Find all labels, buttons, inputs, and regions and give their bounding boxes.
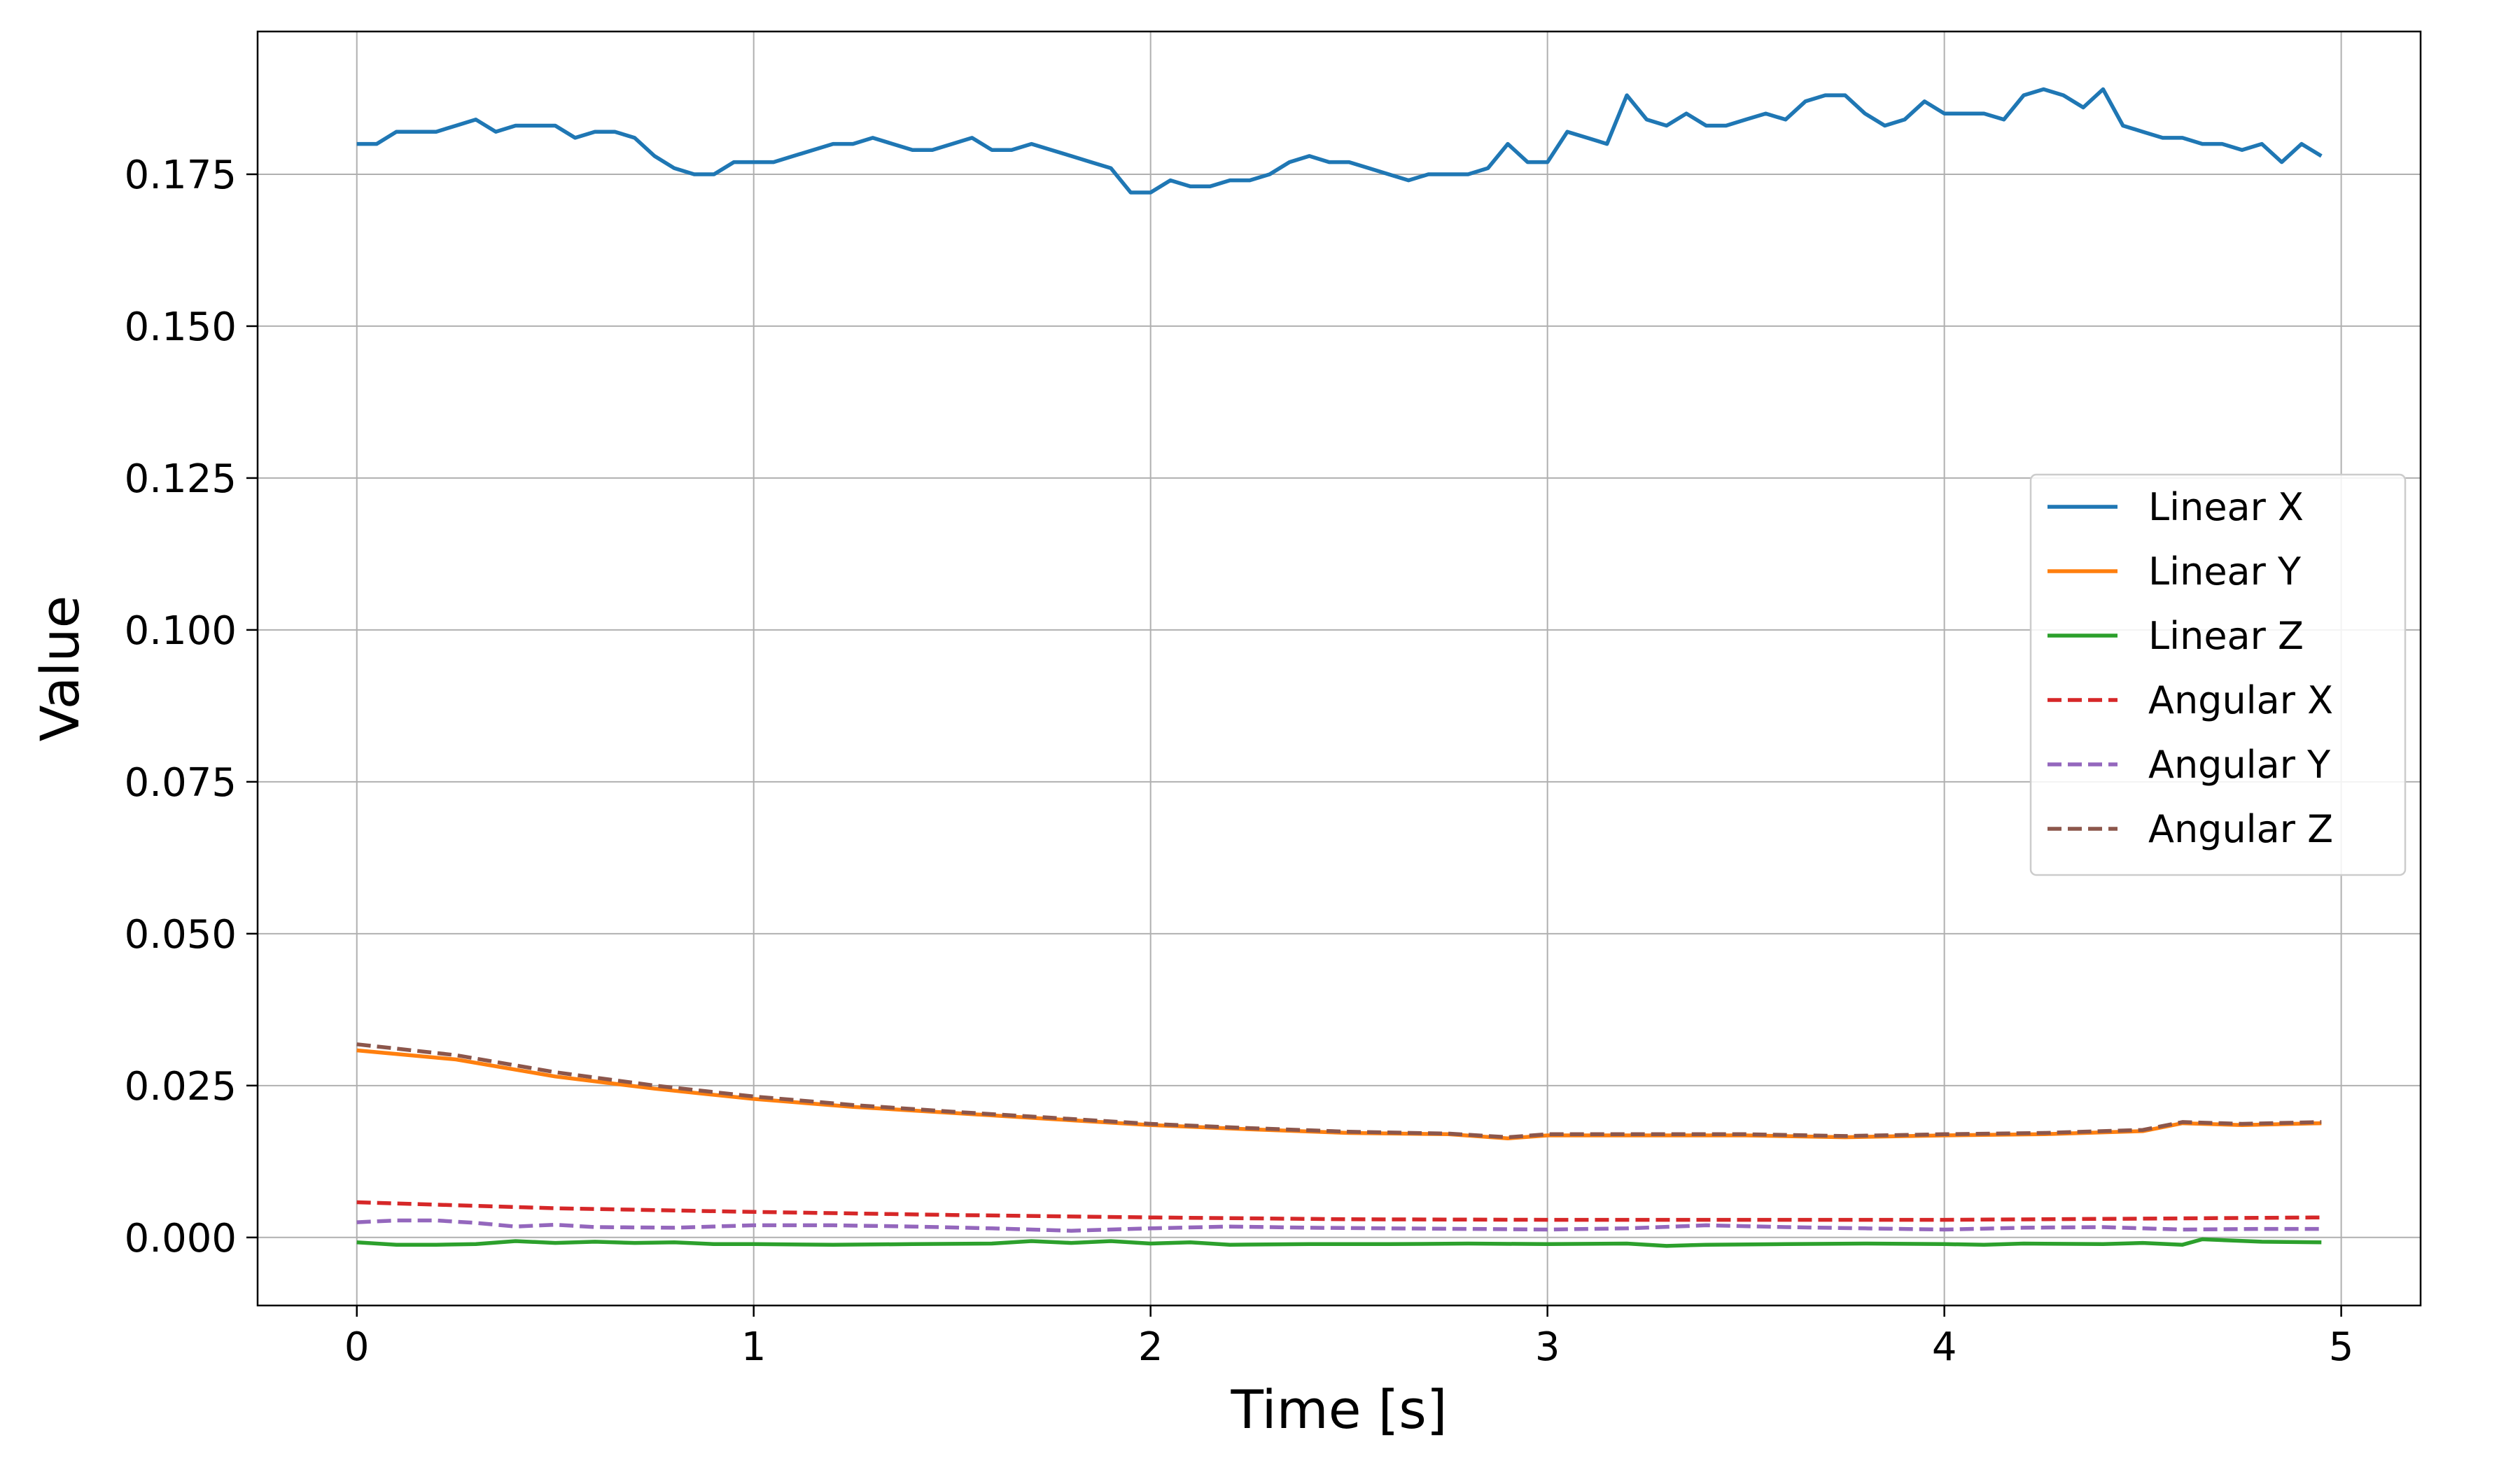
series-line-linear-z	[356, 1237, 2322, 1248]
x-tick-label: 3	[1535, 1324, 1560, 1370]
series-line-angular-z	[356, 1042, 2322, 1140]
y-tick-label: 0.075	[125, 760, 237, 806]
plot-frame	[256, 30, 2422, 1307]
y-tick-label: 0.025	[125, 1064, 237, 1110]
series-line-linear-y	[356, 1048, 2322, 1141]
series-line-linear-x	[356, 87, 2323, 195]
series-line-angular-x	[356, 1200, 2322, 1222]
legend-label: Angular Y	[2148, 743, 2331, 787]
y-tick-label: 0.150	[125, 304, 237, 350]
y-tick-label: 0.100	[125, 608, 237, 654]
y-tick-label: 0.175	[125, 153, 237, 198]
x-tick-label: 0	[344, 1324, 370, 1370]
legend-label: Linear X	[2148, 485, 2304, 529]
x-tick-label: 1	[741, 1324, 766, 1370]
x-tick-label: 2	[1138, 1324, 1163, 1370]
y-tick-label: 0.000	[125, 1216, 237, 1261]
x-tick-label: 5	[2329, 1324, 2354, 1370]
y-axis-label: Value	[29, 596, 91, 742]
legend-label: Angular X	[2148, 678, 2333, 722]
legend-label: Angular Z	[2148, 807, 2333, 851]
legend: Linear X Linear Y Linear Z Angular X Angular…	[2029, 473, 2407, 876]
x-tick-label: 4	[1932, 1324, 1957, 1370]
axis-ticks: 0 1 2 3 4 5 0.000 0.025 0.050 0.075 0.100 0.125 0.15…	[125, 153, 2354, 1370]
series-line-angular-y	[356, 1218, 2322, 1233]
plot-lines	[356, 87, 2323, 1248]
legend-frame	[2029, 473, 2407, 876]
y-tick-label: 0.125	[125, 456, 237, 502]
y-tick-label: 0.050	[125, 912, 237, 958]
legend-label: Linear Z	[2148, 614, 2304, 658]
legend-label: Linear Y	[2148, 550, 2302, 594]
x-axis-label: Time [s]	[1230, 1378, 1447, 1441]
